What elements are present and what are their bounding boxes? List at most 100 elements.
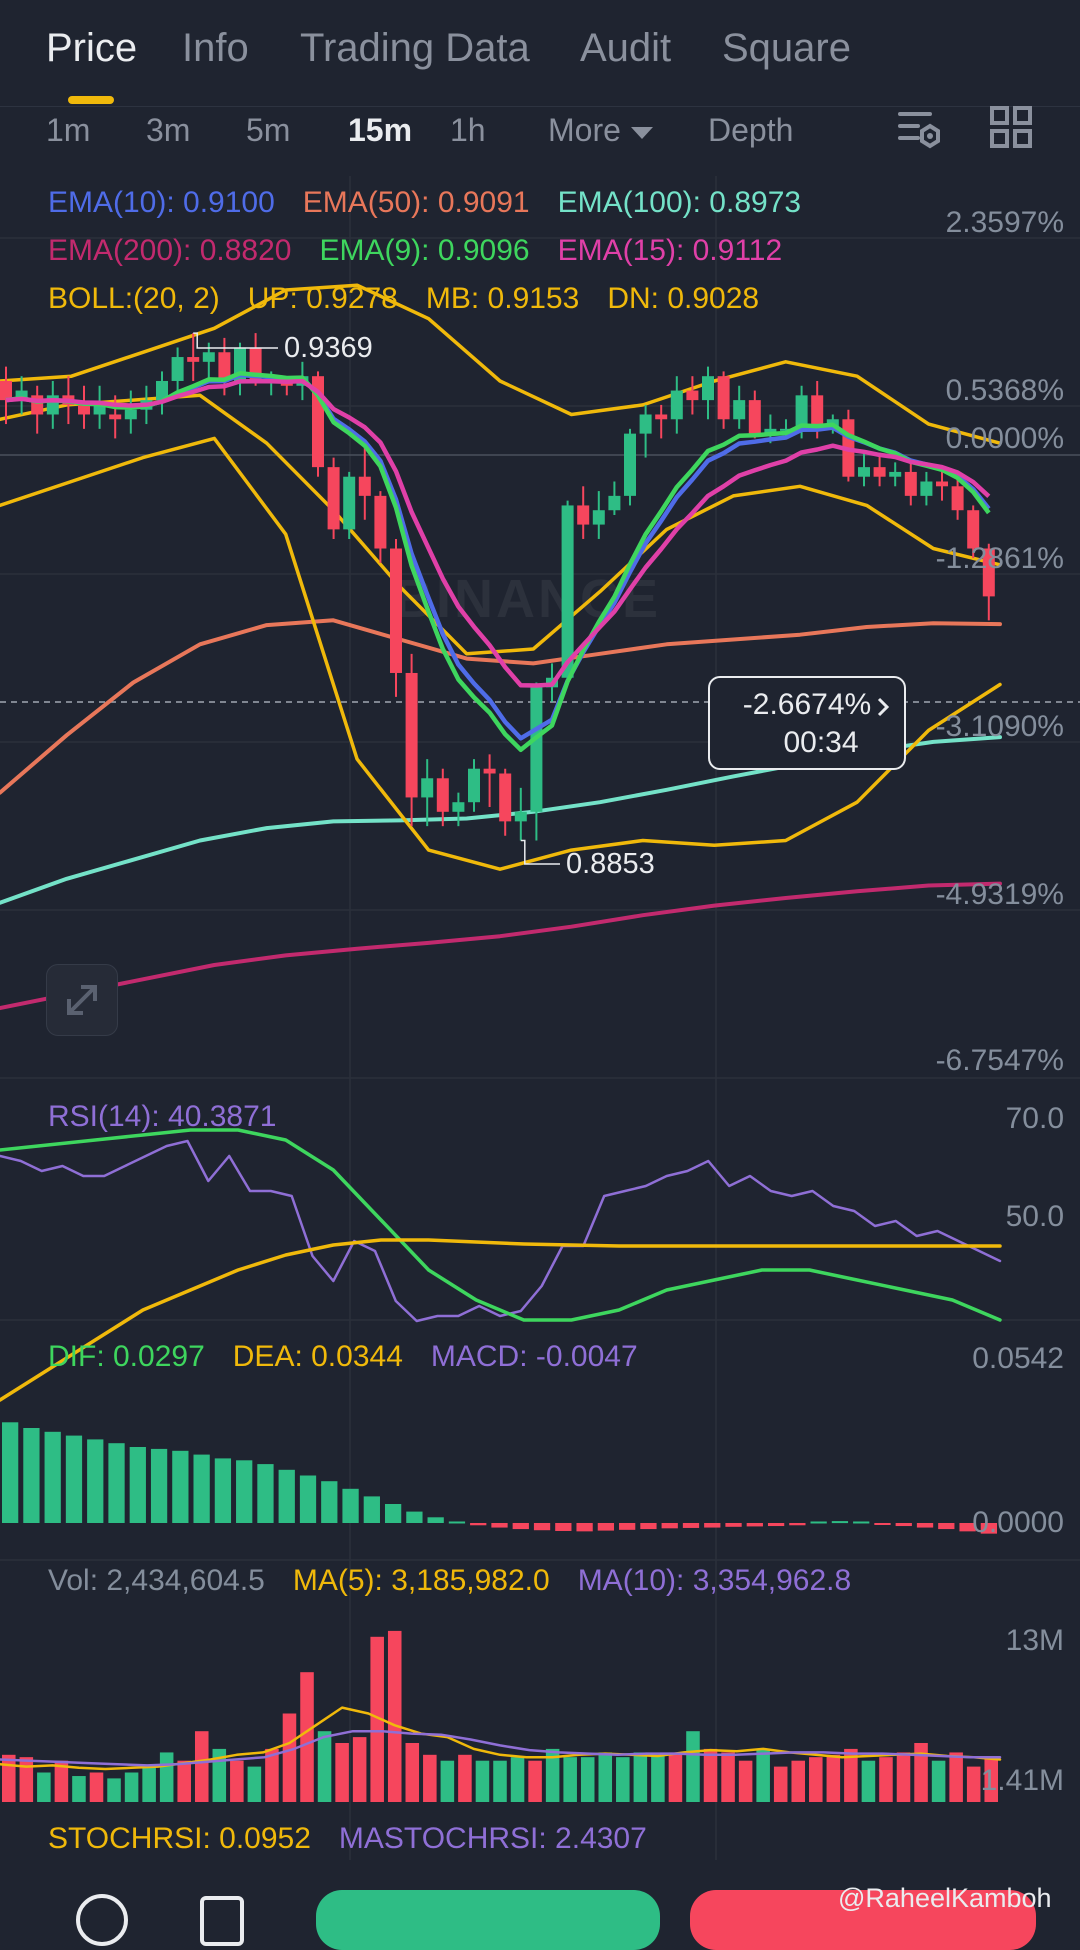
volume-ma10-line <box>0 1729 1002 1767</box>
volume-bar <box>2 1754 16 1802</box>
fullscreen-button[interactable] <box>46 964 118 1036</box>
volume-bar <box>300 1672 314 1802</box>
volume-bar <box>563 1757 577 1802</box>
volume-axis-label: 1.41M <box>980 1764 1064 1797</box>
volume-panel <box>0 1630 1002 1802</box>
volume-bar <box>633 1752 648 1802</box>
macd-histogram-bar <box>299 1475 317 1523</box>
volume-bar <box>72 1776 86 1802</box>
volume-bar <box>107 1778 121 1802</box>
macd-histogram-bar <box>895 1523 912 1527</box>
candle-body <box>936 481 948 487</box>
chat-icon[interactable] <box>76 1894 128 1946</box>
chart-gridlines <box>0 176 1080 1860</box>
volume-bar <box>142 1766 156 1802</box>
interval-more-dropdown[interactable]: More <box>548 112 653 149</box>
candle-body <box>904 471 917 496</box>
buy-button[interactable] <box>316 1890 660 1950</box>
volume-bar <box>773 1766 788 1802</box>
candle-body <box>639 414 652 434</box>
candle-body <box>577 505 590 525</box>
interval-1m[interactable]: 1m <box>46 112 91 148</box>
ema-legend-row-2: EMA(200): 0.8820 EMA(9): 0.9096 EMA(15): 0… <box>48 234 810 268</box>
rsi-axis-label: 70.0 <box>1005 1102 1064 1135</box>
volume-bar <box>370 1636 384 1802</box>
macd-histogram-bar <box>384 1504 402 1523</box>
candle-body <box>858 467 870 477</box>
macd-histogram-bar <box>23 1428 40 1523</box>
candle-body <box>561 505 574 678</box>
candle-body <box>156 380 168 401</box>
dif-line <box>0 1128 1002 1322</box>
grid-layout-icon[interactable] <box>988 104 1034 152</box>
macd-histogram-bar <box>321 1481 338 1523</box>
candle-body <box>982 548 995 597</box>
volume-bar <box>756 1748 770 1802</box>
ema15-line <box>5 378 991 688</box>
candle-body <box>655 414 668 420</box>
macd-histogram-bar <box>661 1523 678 1529</box>
boll-up: UP: 0.9278 <box>247 282 398 315</box>
macd-histogram-bar <box>470 1523 487 1526</box>
candle-body <box>748 400 761 434</box>
tab-price[interactable]: Price <box>46 26 138 70</box>
price-axis-label: 0.0000% <box>945 422 1064 455</box>
volume-bar <box>493 1760 507 1802</box>
ema9-legend: EMA(9): 0.9096 <box>319 234 530 267</box>
interval-1h[interactable]: 1h <box>450 112 486 148</box>
fast-ema-lines <box>5 371 991 753</box>
tab-trading-data[interactable]: Trading Data <box>300 26 530 70</box>
interval-15m[interactable]: 15m <box>348 112 413 148</box>
chart-settings-icon[interactable] <box>896 104 944 152</box>
interval-3m[interactable]: 3m <box>146 112 191 148</box>
macd-histogram-bar <box>2 1422 19 1523</box>
candle-body <box>686 390 699 401</box>
stochrsi-d-legend: MASTOCHRSI: 2.4307 <box>338 1822 647 1855</box>
volume-bar <box>879 1757 893 1802</box>
volume-bar <box>738 1760 753 1802</box>
rsi-axis-label: 50.0 <box>1005 1200 1064 1233</box>
macd-histogram-bar <box>278 1469 295 1523</box>
candle-body <box>624 433 636 496</box>
tab-audit[interactable]: Audit <box>580 26 672 70</box>
volume-bar <box>686 1731 700 1802</box>
candle-body <box>374 495 387 549</box>
current-price-tag[interactable]: -2.6674% 00:34 <box>708 676 906 770</box>
candle-countdown: 00:34 <box>783 726 859 759</box>
volume-bar <box>89 1772 104 1802</box>
top-tab-bar: Price Info Trading Data Audit Square <box>0 0 1080 107</box>
dea-line <box>0 1238 1002 1402</box>
candle-body <box>218 352 231 381</box>
price-axis-label: 2.3597% <box>945 206 1064 239</box>
boll-params: BOLL:(20, 2) <box>48 282 220 315</box>
macd-histogram-bar <box>448 1521 466 1524</box>
volume-bar <box>335 1743 349 1802</box>
candle-body <box>327 467 340 530</box>
rsi-line <box>0 1139 1002 1323</box>
candle-body <box>452 802 465 812</box>
volume-bar <box>966 1766 981 1802</box>
interval-5m[interactable]: 5m <box>246 112 291 148</box>
boll-legend: BOLL:(20, 2) UP: 0.9278 MB: 0.9153 DN: 0.90… <box>48 282 787 316</box>
macd-axis-label: 0.0000 <box>972 1506 1064 1539</box>
ema50-legend: EMA(50): 0.9091 <box>302 186 530 219</box>
macd-histogram-bar <box>682 1523 700 1528</box>
volume-bar <box>282 1713 297 1802</box>
candle-body <box>171 357 184 381</box>
volume-bar <box>791 1760 806 1802</box>
macd-histogram-bar <box>491 1523 508 1528</box>
candle-body <box>0 380 12 401</box>
tab-info[interactable]: Info <box>182 26 249 70</box>
candle-body <box>436 778 449 812</box>
price-axis-label: -3.1090% <box>935 710 1064 743</box>
volume-bar <box>510 1757 525 1802</box>
macd-histogram-bar <box>555 1523 572 1531</box>
document-icon[interactable] <box>200 1896 244 1946</box>
macd-histogram-bar <box>236 1460 253 1523</box>
candle-body <box>670 390 683 420</box>
depth-toggle[interactable]: Depth <box>708 112 794 148</box>
tab-square[interactable]: Square <box>722 26 851 70</box>
volume-bar <box>194 1731 209 1802</box>
boll-mb: MB: 0.9153 <box>425 282 580 315</box>
bollinger-upper-band <box>0 283 1002 445</box>
